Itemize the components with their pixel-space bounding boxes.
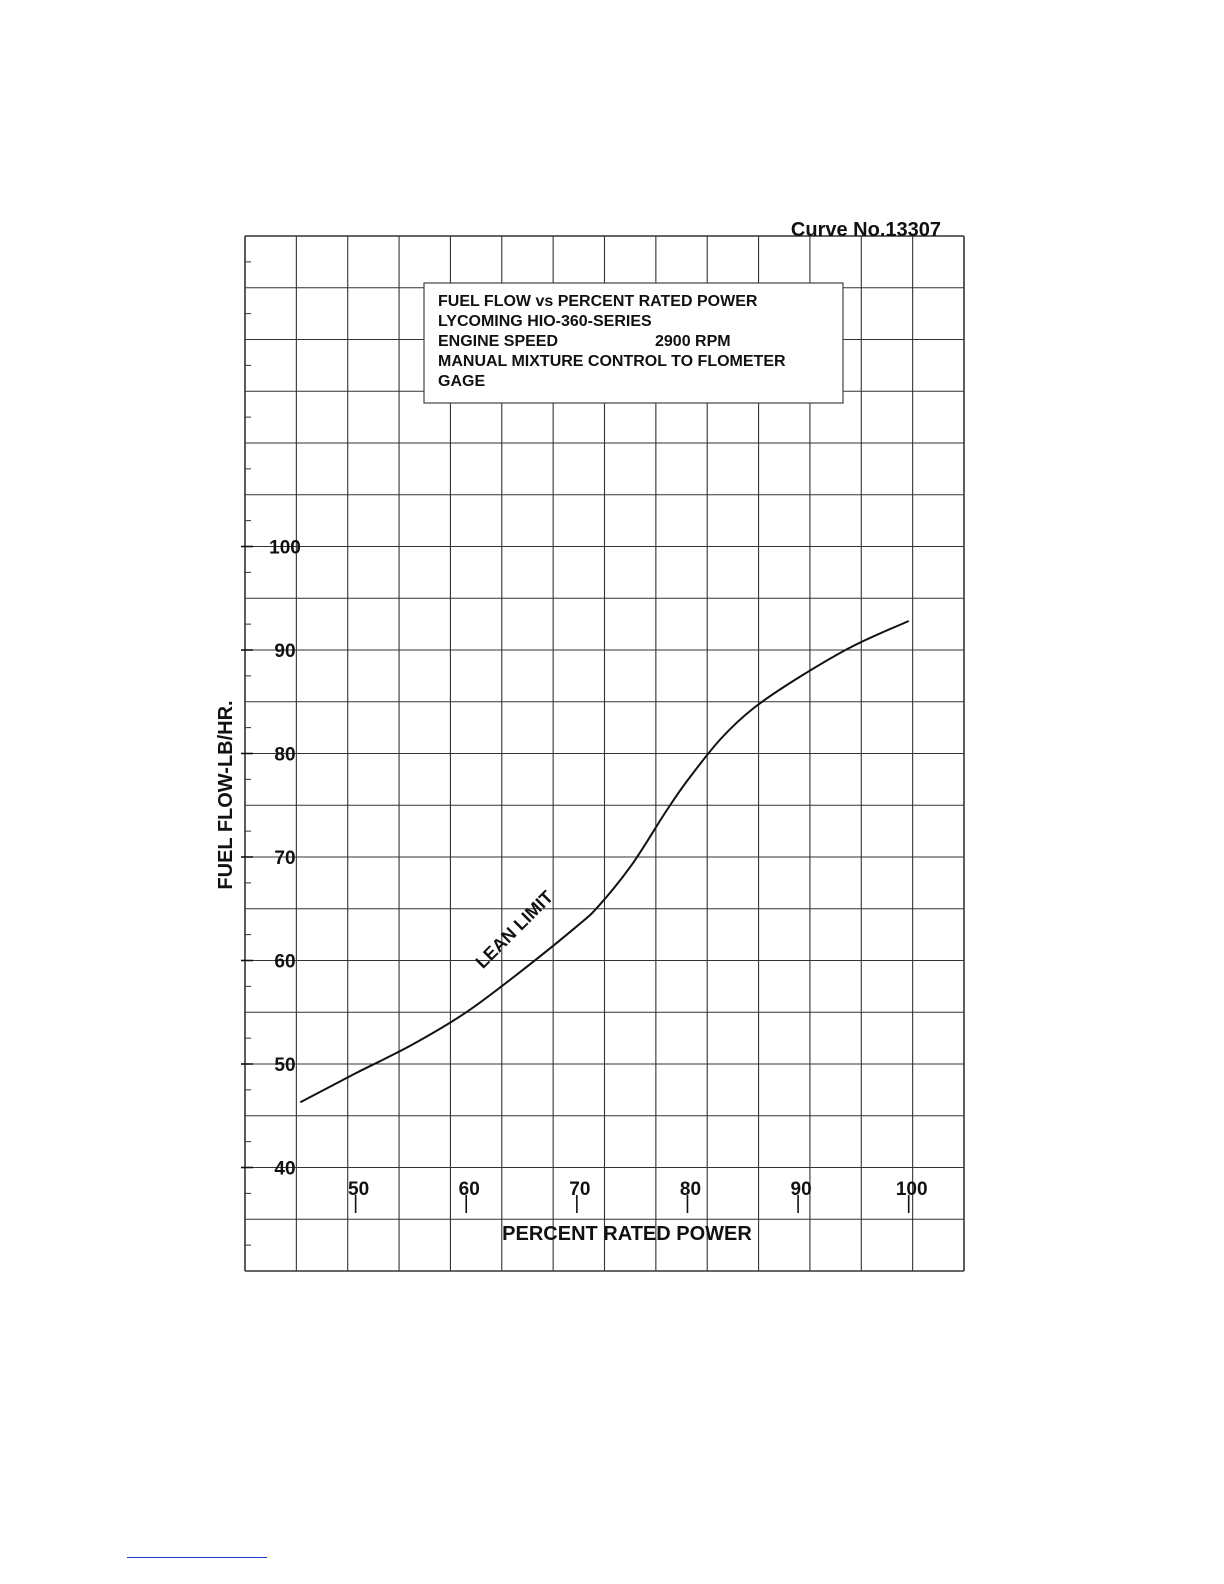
y-tick-label: 90	[274, 641, 295, 662]
x-tick-label: 90	[791, 1179, 812, 1200]
y-tick-label: 60	[274, 952, 295, 973]
title-line-3: ENGINE SPEED	[438, 333, 558, 350]
x-axis-label: PERCENT RATED POWER	[502, 1223, 752, 1245]
y-axis-ticks: 40 50 60 70 80 90 100	[241, 538, 301, 1180]
title-line-4: MANUAL MIXTURE CONTROL TO FLOMETER	[438, 353, 786, 370]
x-tick-label: 100	[896, 1179, 928, 1200]
lean-limit-annotation: LEAN LIMIT	[472, 887, 558, 973]
x-tick-label: 50	[348, 1179, 369, 1200]
fuel-flow-curve	[299, 620, 910, 1104]
title-box-frame	[423, 282, 844, 404]
y-tick-label: 100	[269, 538, 301, 559]
chart-title-box: FUEL FLOW vs PERCENT RATED POWER LYCOMIN…	[423, 282, 844, 404]
y-tick-label: 70	[274, 848, 295, 869]
title-line-2: LYCOMING HIO-360-SERIES	[438, 313, 652, 330]
y-tick-label: 50	[274, 1055, 295, 1076]
x-tick-label: 70	[569, 1179, 590, 1200]
x-tick-label: 80	[680, 1179, 701, 1200]
title-line-5: GAGE	[438, 373, 485, 390]
engine-speed-value: 2900 RPM	[655, 333, 731, 350]
y-axis-label: FUEL FLOW-LB/HR.	[215, 700, 237, 889]
curve-number: Curve No.13307	[791, 219, 941, 241]
footnote-rule	[127, 1557, 267, 1558]
title-line-1: FUEL FLOW vs PERCENT RATED POWER	[438, 293, 758, 310]
y-tick-label: 80	[274, 745, 295, 766]
x-axis-ticks: 50 60 70 80 90 100	[348, 1179, 928, 1213]
x-tick-label: 60	[459, 1179, 480, 1200]
y-tick-label: 40	[274, 1159, 295, 1180]
